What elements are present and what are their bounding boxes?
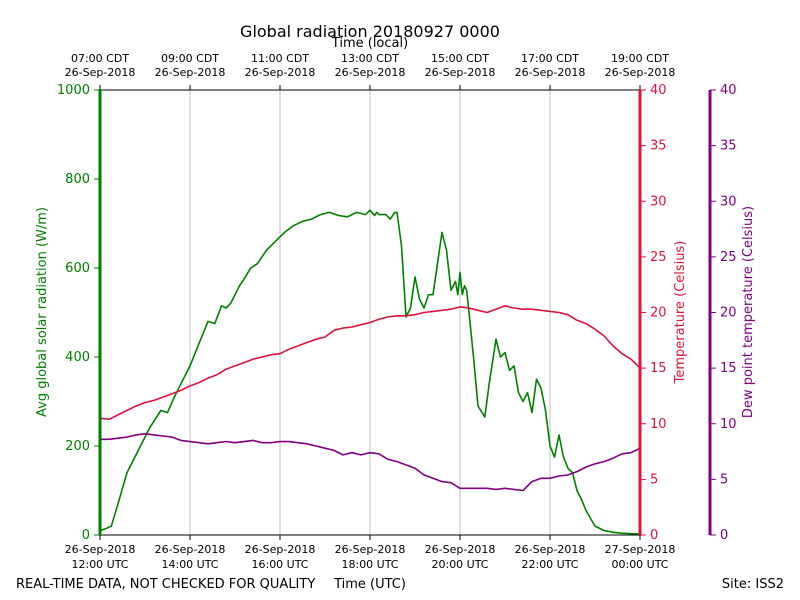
radiation-tick-label: 200 bbox=[65, 439, 90, 454]
top-tick-label-time: 07:00 CDT bbox=[71, 52, 129, 65]
bottom-tick-label-time: 12:00 UTC bbox=[71, 558, 128, 571]
temperature-tick-label: 35 bbox=[650, 139, 667, 154]
site-label: Site: ISS2 bbox=[722, 577, 784, 592]
bottom-tick-label-time: 14:00 UTC bbox=[161, 558, 218, 571]
dewpoint-tick-label: 15 bbox=[720, 361, 737, 376]
top-tick-label-date: 26-Sep-2018 bbox=[155, 66, 226, 79]
bottom-tick-label-date: 26-Sep-2018 bbox=[515, 543, 586, 556]
top-tick-label-date: 26-Sep-2018 bbox=[65, 66, 136, 79]
top-tick-label-date: 26-Sep-2018 bbox=[245, 66, 316, 79]
chart-title: Global radiation 20180927 0000 bbox=[240, 22, 500, 41]
dewpoint-axis-label: Dew point temperature (Celsius) bbox=[741, 206, 756, 418]
bottom-tick-label-date: 26-Sep-2018 bbox=[335, 543, 406, 556]
temperature-tick-label: 40 bbox=[650, 83, 667, 98]
radiation-tick-label: 0 bbox=[82, 528, 90, 543]
dewpoint-tick-label: 10 bbox=[720, 417, 737, 432]
temperature-tick-label: 25 bbox=[650, 250, 667, 265]
top-tick-label-date: 26-Sep-2018 bbox=[335, 66, 406, 79]
bottom-tick-label-time: 18:00 UTC bbox=[341, 558, 398, 571]
top-tick-label-time: 17:00 CDT bbox=[521, 52, 579, 65]
series-line-radiation bbox=[99, 209, 641, 535]
dewpoint-tick-label: 20 bbox=[720, 306, 737, 321]
dewpoint-tick-label: 40 bbox=[720, 83, 737, 98]
dewpoint-tick-label: 0 bbox=[720, 528, 728, 543]
series-line-temperature bbox=[99, 304, 641, 421]
top-tick-label-time: 09:00 CDT bbox=[161, 52, 219, 65]
radiation-tick-label: 400 bbox=[65, 350, 90, 365]
bottom-tick-label-time: 20:00 UTC bbox=[431, 558, 488, 571]
bottom-tick-label-date: 27-Sep-2018 bbox=[605, 543, 676, 556]
dewpoint-tick-label: 35 bbox=[720, 139, 737, 154]
top-tick-label-time: 19:00 CDT bbox=[611, 52, 669, 65]
dewpoint-tick-label: 5 bbox=[720, 472, 728, 487]
bottom-tick-label-date: 26-Sep-2018 bbox=[245, 543, 316, 556]
x-axis-title: Time (UTC) bbox=[333, 577, 406, 592]
top-tick-label-time: 11:00 CDT bbox=[251, 52, 309, 65]
grid bbox=[189, 90, 551, 535]
bottom-tick-label-time: 16:00 UTC bbox=[251, 558, 308, 571]
radiation-tick-label: 600 bbox=[65, 261, 90, 276]
temperature-tick-label: 15 bbox=[650, 361, 667, 376]
top-tick-label-time: 15:00 CDT bbox=[431, 52, 489, 65]
top-tick-label-time: 13:00 CDT bbox=[341, 52, 399, 65]
radiation-tick-label: 800 bbox=[65, 172, 90, 187]
top-tick-label-date: 26-Sep-2018 bbox=[515, 66, 586, 79]
bottom-tick-label-time: 22:00 UTC bbox=[521, 558, 578, 571]
temperature-axis-label: Temperature (Celsius) bbox=[673, 241, 688, 385]
series-layer bbox=[99, 209, 641, 535]
temperature-tick-label: 20 bbox=[650, 306, 667, 321]
dewpoint-tick-label: 30 bbox=[720, 194, 737, 209]
quality-note: REAL-TIME DATA, NOT CHECKED FOR QUALITY bbox=[16, 577, 315, 592]
top-tick-label-date: 26-Sep-2018 bbox=[605, 66, 676, 79]
temperature-tick-label: 0 bbox=[650, 528, 658, 543]
bottom-tick-label-time: 00:00 UTC bbox=[611, 558, 668, 571]
bottom-tick-label-date: 26-Sep-2018 bbox=[425, 543, 496, 556]
top-tick-label-date: 26-Sep-2018 bbox=[425, 66, 496, 79]
series-line-dewpoint bbox=[100, 432, 641, 492]
radiation-tick-label: 1000 bbox=[57, 83, 90, 98]
top-axis-title: Time (local) bbox=[331, 36, 408, 51]
bottom-tick-label-date: 26-Sep-2018 bbox=[155, 543, 226, 556]
temperature-tick-label: 30 bbox=[650, 194, 667, 209]
bottom-tick-label-date: 26-Sep-2018 bbox=[65, 543, 136, 556]
temperature-tick-label: 10 bbox=[650, 417, 667, 432]
dewpoint-tick-label: 25 bbox=[720, 250, 737, 265]
radiation-axis-label: Avg global solar radiation (W/m) bbox=[35, 207, 50, 417]
temperature-tick-label: 5 bbox=[650, 472, 658, 487]
axes-layer: 0200400600800100005101520253035400510152… bbox=[57, 52, 737, 571]
